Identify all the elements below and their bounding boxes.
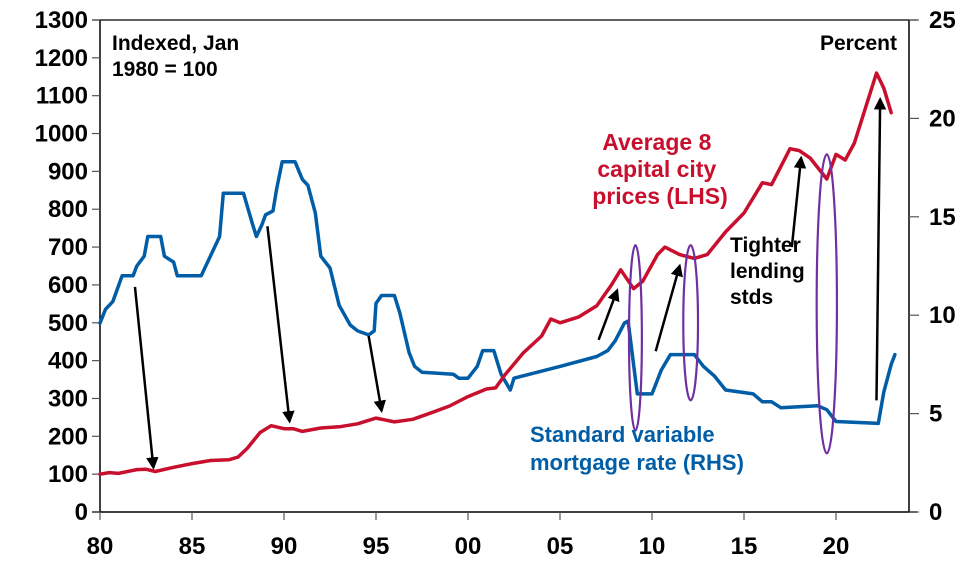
x-tick-label: 05 <box>547 533 574 560</box>
left-tick-label: 200 <box>48 423 88 450</box>
x-tick-label: 90 <box>271 533 298 560</box>
series-lines <box>98 71 897 476</box>
x-tick-label: 85 <box>179 533 206 560</box>
annotation-arrow <box>133 286 159 470</box>
series-line-mortgage-rate <box>98 159 897 426</box>
annotation-tighter-lending: Tighter lending stds <box>730 234 811 309</box>
series-label-rate: Standard variable mortgage rate (RHS) <box>530 422 744 475</box>
annotation-arrows <box>133 96 887 470</box>
highlight-ellipse <box>815 153 839 455</box>
x-axis-ticks: 80 85 90 95 00 05 10 15 20 <box>87 512 850 560</box>
right-tick-label: 15 <box>929 204 956 231</box>
x-tick-label: 80 <box>87 533 114 560</box>
x-tick-label: 95 <box>363 533 390 560</box>
left-tick-label: 0 <box>75 499 88 526</box>
series-label-prices-line-3: prices (LHS) <box>592 183 727 209</box>
right-axis-label: Percent <box>820 32 897 55</box>
annotation-tighter-lending-line-3: stds <box>730 286 773 309</box>
annotation-arrow <box>790 155 807 248</box>
left-tick-label: 1200 <box>35 45 88 72</box>
annotation-arrow <box>654 263 683 352</box>
annotation-arrow <box>873 96 887 401</box>
x-tick-label: 10 <box>639 533 666 560</box>
right-tick-label: 0 <box>929 499 942 526</box>
left-tick-label: 100 <box>48 461 88 488</box>
left-tick-label: 400 <box>48 348 88 375</box>
right-axis-ticks: 0 5 10 15 20 25 <box>909 7 956 526</box>
left-tick-label: 500 <box>48 310 88 337</box>
annotation-tighter-lending-line-1: Tighter <box>730 234 801 257</box>
left-axis-label-line-2: 1980 = 100 <box>112 58 218 81</box>
right-tick-label: 10 <box>929 302 956 329</box>
series-label-prices: Average 8 capital city prices (LHS) <box>592 129 727 209</box>
series-label-prices-line-1: Average 8 <box>602 129 711 155</box>
left-tick-label: 800 <box>48 196 88 223</box>
left-axis-label: Indexed, Jan 1980 = 100 <box>112 32 245 81</box>
left-tick-label: 600 <box>48 272 88 299</box>
x-tick-label: 00 <box>455 533 482 560</box>
series-line-prices <box>98 71 893 476</box>
annotation-tighter-lending-line-2: lending <box>730 260 805 283</box>
left-axis-label-line-1: Indexed, Jan <box>112 32 239 55</box>
right-tick-label: 20 <box>929 105 956 132</box>
series-label-rate-line-2: mortgage rate (RHS) <box>530 450 744 475</box>
highlight-ellipse <box>627 244 643 432</box>
left-tick-label: 700 <box>48 234 88 261</box>
annotation-arrow <box>597 288 620 341</box>
series-label-rate-line-1: Standard variable <box>530 422 715 447</box>
series-label-prices-line-2: capital city <box>597 156 716 182</box>
annotation-arrow <box>266 226 295 424</box>
left-tick-label: 1000 <box>35 121 88 148</box>
left-axis-ticks: 0 100 200 300 400 500 600 700 800 900 1000 1100 1200… <box>35 7 100 526</box>
left-tick-label: 1100 <box>36 83 88 110</box>
right-tick-label: 5 <box>929 401 942 428</box>
axes <box>92 19 917 513</box>
annotation-arrow <box>367 335 386 414</box>
x-tick-label: 15 <box>731 533 758 560</box>
x-tick-label: 20 <box>823 533 850 560</box>
highlight-ellipse <box>682 244 700 402</box>
highlight-ellipses <box>627 153 839 455</box>
left-tick-label: 900 <box>48 158 88 185</box>
left-tick-label: 300 <box>48 385 88 412</box>
left-tick-label: 1300 <box>35 7 88 34</box>
right-tick-label: 25 <box>929 7 956 34</box>
